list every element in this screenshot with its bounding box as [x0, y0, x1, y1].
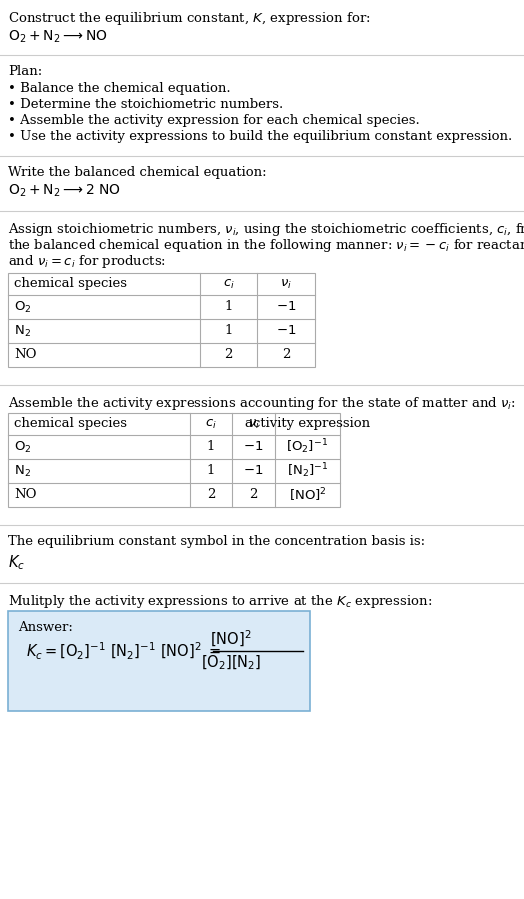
Text: $K_c$: $K_c$ — [8, 553, 25, 572]
Text: $\mathrm{O}_2 + \mathrm{N}_2 \longrightarrow 2\ \mathrm{NO}$: $\mathrm{O}_2 + \mathrm{N}_2 \longrighta… — [8, 183, 121, 200]
Text: $\mathrm{O}_2$: $\mathrm{O}_2$ — [14, 299, 31, 315]
Text: $-1$: $-1$ — [243, 441, 264, 453]
Text: Assemble the activity expressions accounting for the state of matter and $\nu_i$: Assemble the activity expressions accoun… — [8, 395, 516, 412]
Text: chemical species: chemical species — [14, 417, 127, 431]
Text: 1: 1 — [224, 325, 233, 337]
Text: activity expression: activity expression — [245, 417, 370, 431]
Text: $[\mathrm{O}_2]^{-1}$: $[\mathrm{O}_2]^{-1}$ — [287, 438, 329, 457]
Text: 2: 2 — [249, 488, 258, 502]
Text: Answer:: Answer: — [18, 621, 73, 634]
Text: $K_c = [\mathrm{O}_2]^{-1}\ [\mathrm{N}_2]^{-1}\ [\mathrm{NO}]^{2}\ =$: $K_c = [\mathrm{O}_2]^{-1}\ [\mathrm{N}_… — [26, 640, 221, 662]
Text: The equilibrium constant symbol in the concentration basis is:: The equilibrium constant symbol in the c… — [8, 535, 425, 548]
Text: $[\mathrm{NO}]^{2}$: $[\mathrm{NO}]^{2}$ — [289, 486, 326, 503]
Text: $-1$: $-1$ — [243, 465, 264, 477]
Text: and $\nu_i = c_i$ for products:: and $\nu_i = c_i$ for products: — [8, 253, 166, 270]
Text: NO: NO — [14, 349, 37, 361]
Text: $-1$: $-1$ — [276, 300, 296, 314]
Text: 1: 1 — [224, 300, 233, 314]
Text: Mulitply the activity expressions to arrive at the $K_c$ expression:: Mulitply the activity expressions to arr… — [8, 593, 432, 610]
Text: $-1$: $-1$ — [276, 325, 296, 337]
Text: $\mathrm{O}_2 + \mathrm{N}_2 \longrightarrow \mathrm{NO}$: $\mathrm{O}_2 + \mathrm{N}_2 \longrighta… — [8, 29, 107, 46]
Text: 2: 2 — [224, 349, 233, 361]
Text: Plan:: Plan: — [8, 65, 42, 78]
Text: • Use the activity expressions to build the equilibrium constant expression.: • Use the activity expressions to build … — [8, 130, 512, 143]
Bar — [8, 413, 340, 507]
Text: 2: 2 — [207, 488, 215, 502]
Text: 1: 1 — [207, 441, 215, 453]
Text: Construct the equilibrium constant, $K$, expression for:: Construct the equilibrium constant, $K$,… — [8, 10, 370, 27]
Bar — [8, 611, 310, 711]
Text: $[\mathrm{O}_2][\mathrm{N}_2]$: $[\mathrm{O}_2][\mathrm{N}_2]$ — [201, 654, 261, 672]
Text: 2: 2 — [282, 349, 290, 361]
Text: • Assemble the activity expression for each chemical species.: • Assemble the activity expression for e… — [8, 114, 420, 127]
Text: Write the balanced chemical equation:: Write the balanced chemical equation: — [8, 166, 267, 179]
Text: $[\mathrm{N}_2]^{-1}$: $[\mathrm{N}_2]^{-1}$ — [287, 462, 328, 480]
Text: $\mathrm{N}_2$: $\mathrm{N}_2$ — [14, 464, 31, 478]
Text: • Determine the stoichiometric numbers.: • Determine the stoichiometric numbers. — [8, 98, 283, 111]
Text: • Balance the chemical equation.: • Balance the chemical equation. — [8, 82, 231, 95]
Text: $c_i$: $c_i$ — [205, 417, 217, 431]
Text: $\mathrm{N}_2$: $\mathrm{N}_2$ — [14, 324, 31, 339]
Text: $\nu_i$: $\nu_i$ — [280, 278, 292, 290]
Text: the balanced chemical equation in the following manner: $\nu_i = -c_i$ for react: the balanced chemical equation in the fo… — [8, 237, 524, 254]
Text: 1: 1 — [207, 465, 215, 477]
Text: $\mathrm{O}_2$: $\mathrm{O}_2$ — [14, 440, 31, 455]
Text: $[\mathrm{NO}]^2$: $[\mathrm{NO}]^2$ — [210, 629, 252, 649]
Text: $c_i$: $c_i$ — [223, 278, 234, 290]
Text: Assign stoichiometric numbers, $\nu_i$, using the stoichiometric coefficients, $: Assign stoichiometric numbers, $\nu_i$, … — [8, 221, 524, 238]
Text: chemical species: chemical species — [14, 278, 127, 290]
Text: NO: NO — [14, 488, 37, 502]
Text: $\nu_i$: $\nu_i$ — [247, 417, 259, 431]
Bar — [8, 273, 315, 367]
